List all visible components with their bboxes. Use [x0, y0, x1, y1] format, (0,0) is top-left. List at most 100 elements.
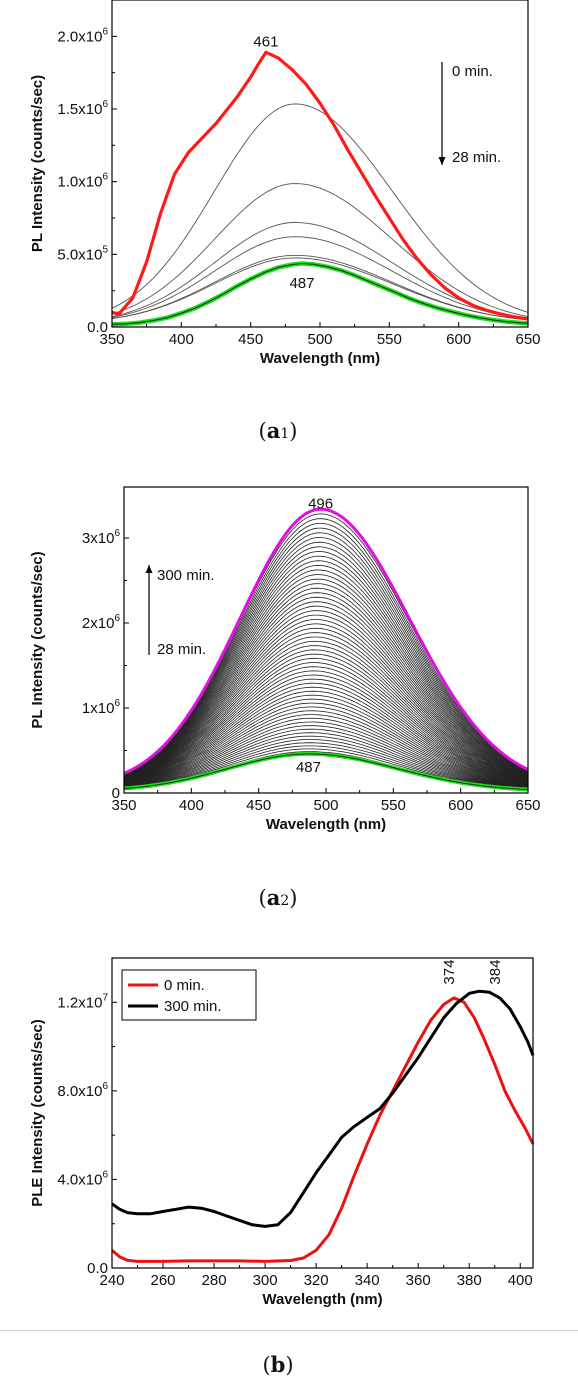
a2-y-axis-title: PL Intensity (counts/sec): [29, 551, 46, 728]
a1-thin-curve: [111, 222, 529, 319]
a1-y-tick-label: 5.0x105: [57, 244, 108, 263]
a2-thin-curve: [123, 541, 529, 776]
b-y-tick-label: 1.2x107: [57, 992, 108, 1011]
b-x-tick-label: 280: [202, 1272, 227, 1289]
a2-thin-curve: [123, 596, 529, 779]
a2-thin-curve: [123, 640, 529, 782]
b-y-tick-label: 8.0x106: [57, 1081, 108, 1100]
a2-peak-label: 496: [308, 495, 333, 512]
a1-y-axis-title: PL Intensity (counts/sec): [29, 75, 46, 252]
a1-thin-curve: [111, 103, 529, 313]
b-series-300min: [111, 989, 535, 1228]
a2-magenta-curve: [123, 507, 529, 775]
a2-thin-curve: [123, 702, 529, 787]
a1-panel-label: (a1): [259, 418, 298, 443]
b-x-tick-label: 320: [304, 1272, 329, 1289]
a2-x-axis-title: Wavelength (nm): [266, 816, 386, 833]
a2-thin-curve: [123, 532, 529, 775]
a1-x-tick-label: 550: [377, 331, 402, 348]
a2-y-tick-label: 0: [112, 785, 120, 802]
chart-panel-b: 240 260 280 300 320 340 360 380 400 0.0 4.0x106 8.0…: [29, 957, 535, 1377]
a2-green-curve-core: [123, 753, 529, 790]
a2-thin-curve: [123, 714, 529, 788]
a2-thin-curve: [123, 666, 529, 784]
a1-arrow-top-label: 0 min.: [452, 63, 493, 80]
a2-x-tick-label: 650: [515, 797, 540, 814]
b-plot-frame: [111, 957, 534, 1269]
a1-thin-curve: [111, 257, 529, 321]
b-legend-label: 0 min.: [164, 977, 205, 994]
a2-panel-label: (a2): [259, 885, 298, 910]
a2-thin-curve: [123, 742, 529, 790]
a1-x-tick-label: 350: [99, 331, 124, 348]
a1-thin-curve: [111, 183, 529, 318]
b-y-axis-title: PLE Intensity (counts/sec): [29, 1019, 46, 1207]
a2-thin-curve: [123, 555, 529, 777]
a2-thin-curve: [123, 614, 529, 780]
a2-thin-curve: [123, 583, 529, 778]
a2-thin-curve: [123, 694, 529, 786]
b-x-tick-label: 240: [99, 1272, 124, 1289]
a1-x-tick-label: 600: [446, 331, 471, 348]
a2-thin-curve: [123, 537, 529, 776]
a2-thin-curve: [123, 619, 529, 780]
b-y-tick-label: 4.0x106: [57, 1169, 108, 1188]
a1-arrow-head: [438, 157, 446, 165]
b-peak-label: 384: [487, 960, 504, 985]
a2-thin-curve: [123, 698, 529, 786]
b-x-tick-label: 340: [355, 1272, 380, 1289]
a2-x-tick-label: 550: [381, 797, 406, 814]
b-x-axis-title: Wavelength (nm): [262, 1291, 382, 1308]
b-x-tick-label: 360: [406, 1272, 431, 1289]
a1-x-tick-label: 400: [169, 331, 194, 348]
a2-thin-curve: [123, 564, 529, 777]
a2-thin-curve: [123, 721, 529, 788]
a1-y-tick-label: 1.0x106: [57, 172, 108, 191]
b-x-tick-label: 300: [253, 1272, 278, 1289]
a1-thin-curve: [111, 236, 529, 320]
a2-thin-curve: [123, 745, 529, 790]
a1-y-tick-label: 2.0x106: [57, 26, 108, 45]
a2-y-tick-label: 3x106: [82, 528, 121, 547]
a2-thin-curve: [123, 574, 529, 777]
a2-thin-curve: [123, 560, 529, 777]
a2-y-tick-label: 1x106: [82, 698, 121, 717]
b-x-tick-label: 400: [508, 1272, 533, 1289]
chart-panel-a2: 350 400 450 500 550 600 650 0 1x106 2x106 3x106 Wav…: [29, 486, 541, 910]
a2-x-tick-label: 600: [448, 797, 473, 814]
a2-x-tick-label: 500: [313, 797, 338, 814]
b-legend-box: [121, 969, 257, 1021]
a1-x-tick-label: 500: [307, 331, 332, 348]
a1-green-curve-core: [111, 262, 529, 325]
chart-panel-a1: 350 400 450 500 550 600 650 0.0 5.0x105 1.0x106 1.…: [29, 0, 541, 443]
a2-thin-curve: [123, 623, 529, 781]
a2-thin-curve: [123, 662, 529, 784]
a2-thin-curve: [123, 710, 529, 787]
a2-thin-curve: [123, 678, 529, 785]
b-panel-label: (b): [262, 1352, 293, 1377]
b-legend-label: 300 min.: [164, 998, 222, 1015]
a2-thin-curve: [123, 632, 529, 781]
a1-x-axis-title: Wavelength (nm): [260, 350, 380, 367]
caption-separator: [0, 1330, 578, 1331]
a2-thin-curve: [123, 569, 529, 777]
a2-thin-curve: [123, 649, 529, 783]
a2-thin-curve: [123, 739, 529, 789]
a2-thin-curve: [123, 732, 529, 789]
a2-thin-curve: [123, 605, 529, 779]
b-series-0min: [111, 996, 535, 1263]
a1-peak-label: 487: [289, 275, 314, 292]
a2-thin-curve: [123, 636, 529, 782]
a2-thin-curve: [123, 523, 529, 775]
a2-arrow-top-label: 300 min.: [157, 567, 215, 584]
a2-peak-label: 487: [296, 759, 321, 776]
a1-arrow-bottom-label: 28 min.: [452, 149, 501, 166]
a2-x-tick-label: 350: [111, 797, 136, 814]
b-x-tick-label: 260: [151, 1272, 176, 1289]
a2-thin-curve: [123, 627, 529, 781]
a2-thin-curve: [123, 670, 529, 784]
b-y-tick-label: 0.0: [87, 1260, 108, 1277]
a2-thin-curve: [123, 546, 529, 776]
a2-thin-curve: [123, 674, 529, 785]
